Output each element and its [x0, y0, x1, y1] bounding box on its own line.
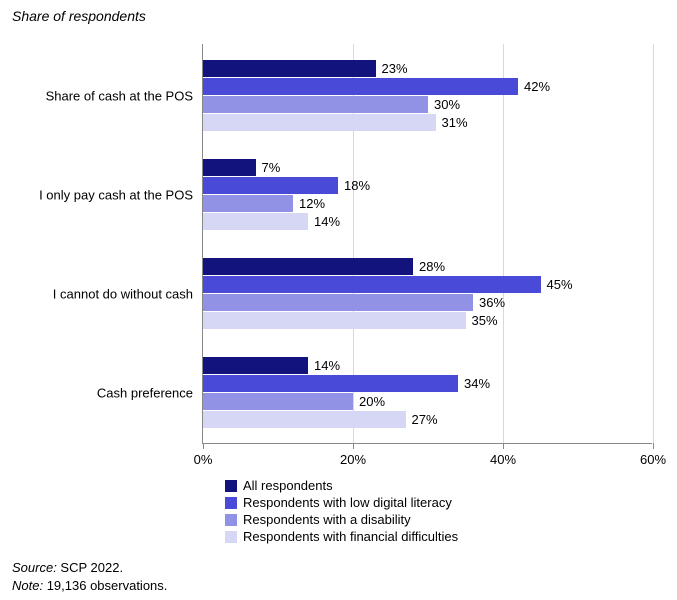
bar — [203, 312, 466, 329]
note-text: 19,136 observations. — [43, 578, 167, 593]
bar-value-label: 30% — [434, 96, 460, 113]
bar-value-label: 28% — [419, 258, 445, 275]
source-prefix: Source: — [12, 560, 57, 575]
source-text: SCP 2022. — [57, 560, 123, 575]
bar — [203, 114, 436, 131]
bar-value-label: 14% — [314, 213, 340, 230]
bar-value-label: 23% — [382, 60, 408, 77]
x-tick-label: 0% — [194, 452, 213, 467]
bar — [203, 177, 338, 194]
bar-value-label: 20% — [359, 393, 385, 410]
x-tick-label: 60% — [640, 452, 666, 467]
source-line: Source: SCP 2022. — [12, 560, 123, 575]
bar-value-label: 14% — [314, 357, 340, 374]
legend-label: Respondents with financial difficulties — [243, 529, 458, 544]
bar — [203, 213, 308, 230]
bar-value-label: 12% — [299, 195, 325, 212]
bar — [203, 357, 308, 374]
category-label: I only pay cash at the POS — [3, 187, 193, 202]
plot-area: 0%20%40%60%23%42%30%31%7%18%12%14%28%45%… — [202, 44, 652, 444]
x-tick — [353, 443, 354, 449]
note-prefix: Note: — [12, 578, 43, 593]
category-label: Share of cash at the POS — [3, 88, 193, 103]
bar — [203, 375, 458, 392]
bar-value-label: 18% — [344, 177, 370, 194]
bar-value-label: 31% — [442, 114, 468, 131]
bar-value-label: 7% — [262, 159, 281, 176]
x-tick — [203, 443, 204, 449]
legend-item: All respondents — [225, 478, 458, 493]
legend-item: Respondents with a disability — [225, 512, 458, 527]
legend-swatch — [225, 531, 237, 543]
bar-value-label: 27% — [412, 411, 438, 428]
grid-line — [653, 44, 654, 443]
legend-label: All respondents — [243, 478, 333, 493]
bar — [203, 393, 353, 410]
bar — [203, 195, 293, 212]
bar-value-label: 45% — [547, 276, 573, 293]
grid-line — [503, 44, 504, 443]
legend-swatch — [225, 480, 237, 492]
bar — [203, 159, 256, 176]
legend-label: Respondents with low digital literacy — [243, 495, 452, 510]
category-label: Cash preference — [3, 385, 193, 400]
x-tick — [653, 443, 654, 449]
x-tick-label: 40% — [490, 452, 516, 467]
bar — [203, 96, 428, 113]
bar-value-label: 35% — [472, 312, 498, 329]
legend: All respondents Respondents with low digi… — [225, 478, 458, 546]
legend-item: Respondents with financial difficulties — [225, 529, 458, 544]
bar — [203, 411, 406, 428]
note-line: Note: 19,136 observations. — [12, 578, 167, 593]
chart-title: Share of respondents — [12, 8, 146, 24]
legend-swatch — [225, 497, 237, 509]
bar — [203, 294, 473, 311]
bar-value-label: 42% — [524, 78, 550, 95]
legend-swatch — [225, 514, 237, 526]
bar — [203, 60, 376, 77]
bar — [203, 276, 541, 293]
bar-value-label: 36% — [479, 294, 505, 311]
x-tick-label: 20% — [340, 452, 366, 467]
legend-item: Respondents with low digital literacy — [225, 495, 458, 510]
bar — [203, 78, 518, 95]
x-tick — [503, 443, 504, 449]
bar — [203, 258, 413, 275]
legend-label: Respondents with a disability — [243, 512, 411, 527]
category-label: I cannot do without cash — [3, 286, 193, 301]
bar-value-label: 34% — [464, 375, 490, 392]
